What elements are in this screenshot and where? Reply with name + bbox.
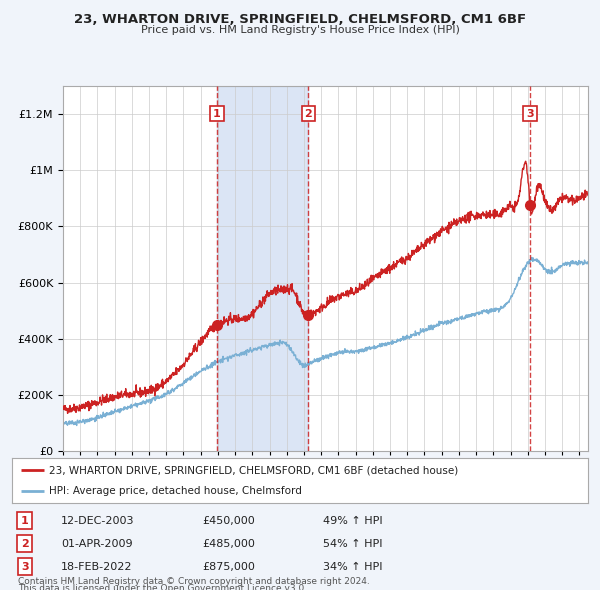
- Text: 01-APR-2009: 01-APR-2009: [61, 539, 133, 549]
- Text: Price paid vs. HM Land Registry's House Price Index (HPI): Price paid vs. HM Land Registry's House …: [140, 25, 460, 35]
- Text: 54% ↑ HPI: 54% ↑ HPI: [323, 539, 383, 549]
- Text: 12-DEC-2003: 12-DEC-2003: [61, 516, 134, 526]
- Text: 3: 3: [526, 109, 534, 119]
- Text: 2: 2: [21, 539, 29, 549]
- Bar: [217, 86, 308, 451]
- Text: 3: 3: [21, 562, 28, 572]
- Text: Contains HM Land Registry data © Crown copyright and database right 2024.: Contains HM Land Registry data © Crown c…: [18, 577, 370, 586]
- Text: HPI: Average price, detached house, Chelmsford: HPI: Average price, detached house, Chel…: [49, 486, 302, 496]
- Text: 1: 1: [21, 516, 29, 526]
- Text: 2: 2: [304, 109, 312, 119]
- Text: £875,000: £875,000: [202, 562, 255, 572]
- Text: £450,000: £450,000: [202, 516, 255, 526]
- Text: 34% ↑ HPI: 34% ↑ HPI: [323, 562, 383, 572]
- Text: 23, WHARTON DRIVE, SPRINGFIELD, CHELMSFORD, CM1 6BF (detached house): 23, WHARTON DRIVE, SPRINGFIELD, CHELMSFO…: [49, 466, 458, 476]
- Text: 1: 1: [213, 109, 221, 119]
- Text: 23, WHARTON DRIVE, SPRINGFIELD, CHELMSFORD, CM1 6BF: 23, WHARTON DRIVE, SPRINGFIELD, CHELMSFO…: [74, 13, 526, 26]
- Text: 18-FEB-2022: 18-FEB-2022: [61, 562, 133, 572]
- Text: This data is licensed under the Open Government Licence v3.0.: This data is licensed under the Open Gov…: [18, 584, 307, 590]
- Text: £485,000: £485,000: [202, 539, 255, 549]
- Text: 49% ↑ HPI: 49% ↑ HPI: [323, 516, 383, 526]
